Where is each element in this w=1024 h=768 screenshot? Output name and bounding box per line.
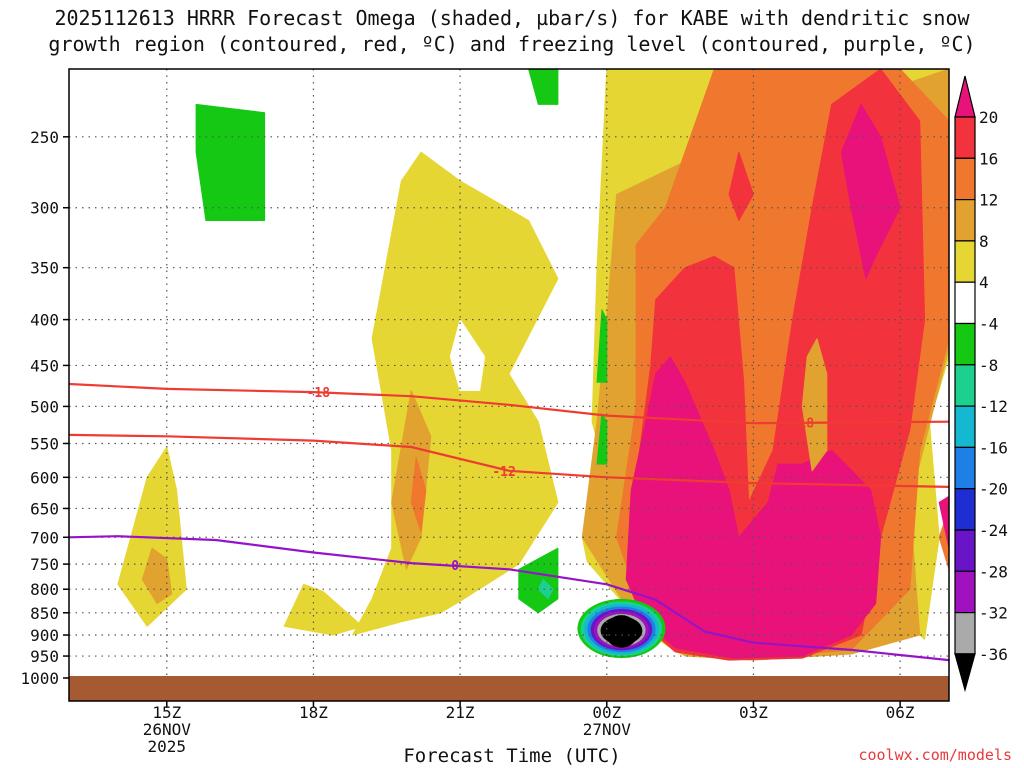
x-tick-label: 15Z xyxy=(152,703,181,722)
dendritic-upper-line xyxy=(69,382,949,425)
colorbar-swatch-8 xyxy=(954,405,976,449)
colorbar-label: 16 xyxy=(979,149,998,168)
colorbar-swatch-1 xyxy=(954,116,976,159)
contour-label: -12 xyxy=(492,465,515,480)
contour-label: -18 xyxy=(791,416,815,431)
omega-neg-4-8-region-0 xyxy=(195,103,266,221)
omega-white-in-bands-region-0 xyxy=(801,338,828,472)
x-tick-label: 18Z xyxy=(299,703,328,722)
x-tick-label: 2025 xyxy=(148,737,187,756)
dendritic-lower-line xyxy=(69,433,949,488)
y-tick-label: 950 xyxy=(30,647,59,666)
x-tick-label: 00Z xyxy=(592,703,621,722)
colorbar-swatch-2 xyxy=(954,157,976,201)
ground-fill xyxy=(69,676,949,701)
colorbar-label: 12 xyxy=(979,191,998,210)
colorbar-label: -32 xyxy=(979,604,1008,623)
y-tick-label: 350 xyxy=(30,259,59,278)
downdraft-core-center xyxy=(604,615,639,648)
colorbar-swatch-11 xyxy=(954,529,976,572)
omega-gt20-region-1 xyxy=(840,103,901,280)
source-credit[interactable]: coolwx.com/models xyxy=(858,746,1012,764)
omega-8-12-region-0 xyxy=(141,547,173,604)
terrain-strip xyxy=(69,676,949,701)
colorbar-swatch-4 xyxy=(954,240,976,283)
colorbar-top-triangle xyxy=(954,75,976,118)
colorbar: 20 16 12 8 4 -4 -8 -12 -16 -20 -24 -28 -32 -36 xyxy=(954,75,1008,693)
contour-labels: -18 -12 0 -18 xyxy=(307,386,815,574)
colorbar-label: -20 xyxy=(979,480,1008,499)
contour-label: 0 xyxy=(451,559,459,574)
colorbar-label: -4 xyxy=(979,315,998,334)
colorbar-label: -12 xyxy=(979,397,1008,416)
y-tick-label: 850 xyxy=(30,604,59,623)
colorbar-bottom-triangle xyxy=(954,653,976,693)
y-tick-label: 700 xyxy=(30,528,59,547)
colorbar-swatch-6 xyxy=(954,322,976,366)
x-tick-label: 26NOV xyxy=(143,720,192,739)
y-tick-label: 500 xyxy=(30,397,59,416)
x-tick-label: 06Z xyxy=(886,703,915,722)
omega-gt20-region-2 xyxy=(938,495,949,549)
y-tick-label: 900 xyxy=(30,626,59,645)
colorbar-label: -8 xyxy=(979,356,998,375)
colorbar-swatch-10 xyxy=(954,488,976,531)
omega-4-8-region-1 xyxy=(283,583,363,636)
colorbar-label: 8 xyxy=(979,232,989,251)
omega-neg-4-8-region-2 xyxy=(528,69,559,105)
y-tick-label: 450 xyxy=(30,356,59,375)
freezing-level-line xyxy=(69,535,949,662)
y-tick-label: 250 xyxy=(30,128,59,147)
contour-label: -18 xyxy=(307,386,331,401)
omega-neg-8-12-region-0 xyxy=(537,578,554,600)
contours xyxy=(69,382,949,662)
colorbar-label: -16 xyxy=(979,438,1008,457)
y-tick-label: 600 xyxy=(30,468,59,487)
x-tick-label: 03Z xyxy=(739,703,768,722)
y-tick-label: 1000 xyxy=(20,669,59,688)
colorbar-label: 20 xyxy=(979,108,998,127)
y-tick-label: 550 xyxy=(30,434,59,453)
y-axis: 250 300 350 400 450 500 550 600 650 700 750 800 850 9… xyxy=(20,128,69,688)
colorbar-swatch-9 xyxy=(954,446,976,490)
plot-frame xyxy=(68,68,950,702)
omega-shading xyxy=(117,69,949,661)
colorbar-swatch-13 xyxy=(954,611,976,655)
colorbar-swatch-7 xyxy=(954,364,976,407)
y-tick-label: 650 xyxy=(30,499,59,518)
colorbar-swatch-5 xyxy=(954,281,976,325)
y-tick-label: 800 xyxy=(30,580,59,599)
x-axis-label: Forecast Time (UTC) xyxy=(403,745,621,767)
omega-12-16-region-1 xyxy=(410,456,427,533)
y-tick-label: 750 xyxy=(30,555,59,574)
chart-title-line-2: growth region (contoured, red, ºC) and f… xyxy=(48,32,976,56)
chart-title-line-1: 2025112613 HRRR Forecast Omega (shaded, … xyxy=(54,6,970,30)
colorbar-label: 4 xyxy=(979,273,989,292)
omega-white-holes-region-0 xyxy=(449,319,486,391)
omega-16-20-region-1 xyxy=(728,151,754,221)
x-tick-label: 27NOV xyxy=(583,720,632,739)
y-tick-label: 400 xyxy=(30,311,59,330)
colorbar-label: -36 xyxy=(979,645,1008,664)
colorbar-label: -28 xyxy=(979,562,1008,581)
omega-neg-4-8-region-4 xyxy=(596,413,608,465)
colorbar-swatch-12 xyxy=(954,570,976,614)
y-tick-label: 300 xyxy=(30,199,59,218)
colorbar-swatch-3 xyxy=(954,199,976,242)
colorbar-label: -24 xyxy=(979,521,1008,540)
x-tick-label: 21Z xyxy=(446,703,475,722)
